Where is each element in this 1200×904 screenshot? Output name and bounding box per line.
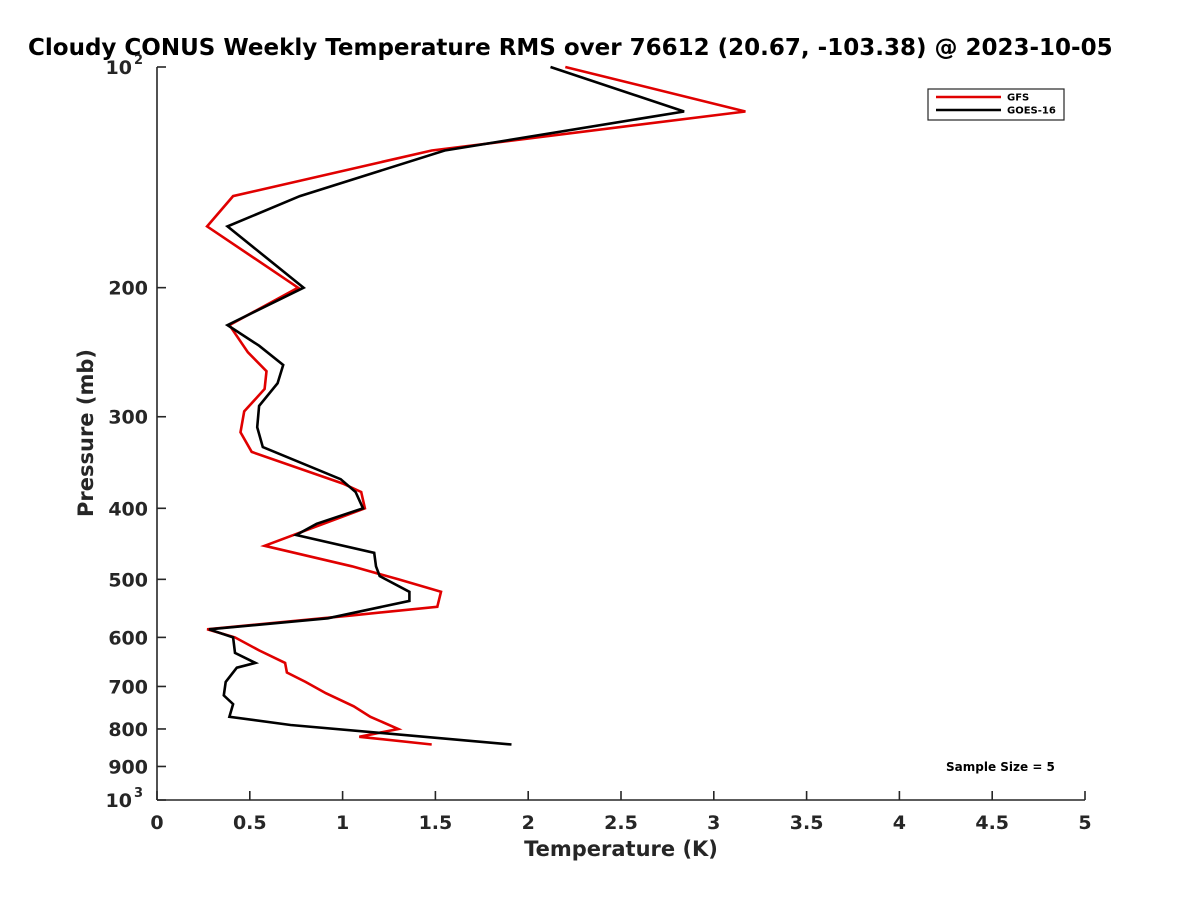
x-axis-label: Temperature (K) — [524, 837, 718, 861]
y-tick-label: 700 — [108, 676, 148, 698]
x-tick-label: 0.5 — [233, 812, 267, 834]
legend-label-gfs: GFS — [1007, 93, 1029, 104]
series-line-goes-16 — [208, 65, 685, 746]
x-tick-label: 0 — [150, 812, 163, 834]
y-tick-label: 10 — [106, 57, 132, 79]
x-tick-label: 1.5 — [419, 812, 453, 834]
x-tick-label: 3.5 — [790, 812, 824, 834]
y-tick-label: 500 — [108, 569, 148, 591]
y-axis-label: Pressure (mb) — [74, 349, 98, 517]
x-tick-label: 3 — [707, 812, 720, 834]
y-tick-label: 300 — [108, 407, 148, 429]
series-layer — [205, 65, 746, 746]
axes-background — [157, 67, 1085, 800]
plot-area — [156, 67, 1085, 801]
x-tick-label: 2 — [522, 812, 535, 834]
x-tick-label: 4.5 — [975, 812, 1009, 834]
legend: GFS GOES-16 — [927, 88, 1065, 121]
y-tick-label: 10 — [106, 790, 132, 812]
x-tick-label: 1 — [336, 812, 349, 834]
y-tick-label: 800 — [108, 719, 148, 741]
legend-label-goes-16: GOES-16 — [1007, 106, 1056, 117]
x-tick-label: 4 — [893, 812, 906, 834]
x-tick-label: 5 — [1078, 812, 1091, 834]
y-tick-label: 900 — [108, 756, 148, 778]
x-tick-label: 2.5 — [604, 812, 638, 834]
x-ticks: 0 0.5 1 1.5 2 2.5 3 3.5 4 4.5 5 — [150, 791, 1092, 834]
y-tick-exponent: 2 — [134, 53, 143, 68]
legend-box — [927, 88, 1065, 121]
y-tick-label: 400 — [108, 498, 148, 520]
sample-size-annotation: Sample Size = 5 — [946, 760, 1055, 774]
chart-title: Cloudy CONUS Weekly Temperature RMS over… — [28, 35, 1113, 61]
y-tick-label: 200 — [108, 278, 148, 300]
y-tick-exponent: 3 — [134, 786, 143, 801]
y-tick-label: 600 — [108, 627, 148, 649]
